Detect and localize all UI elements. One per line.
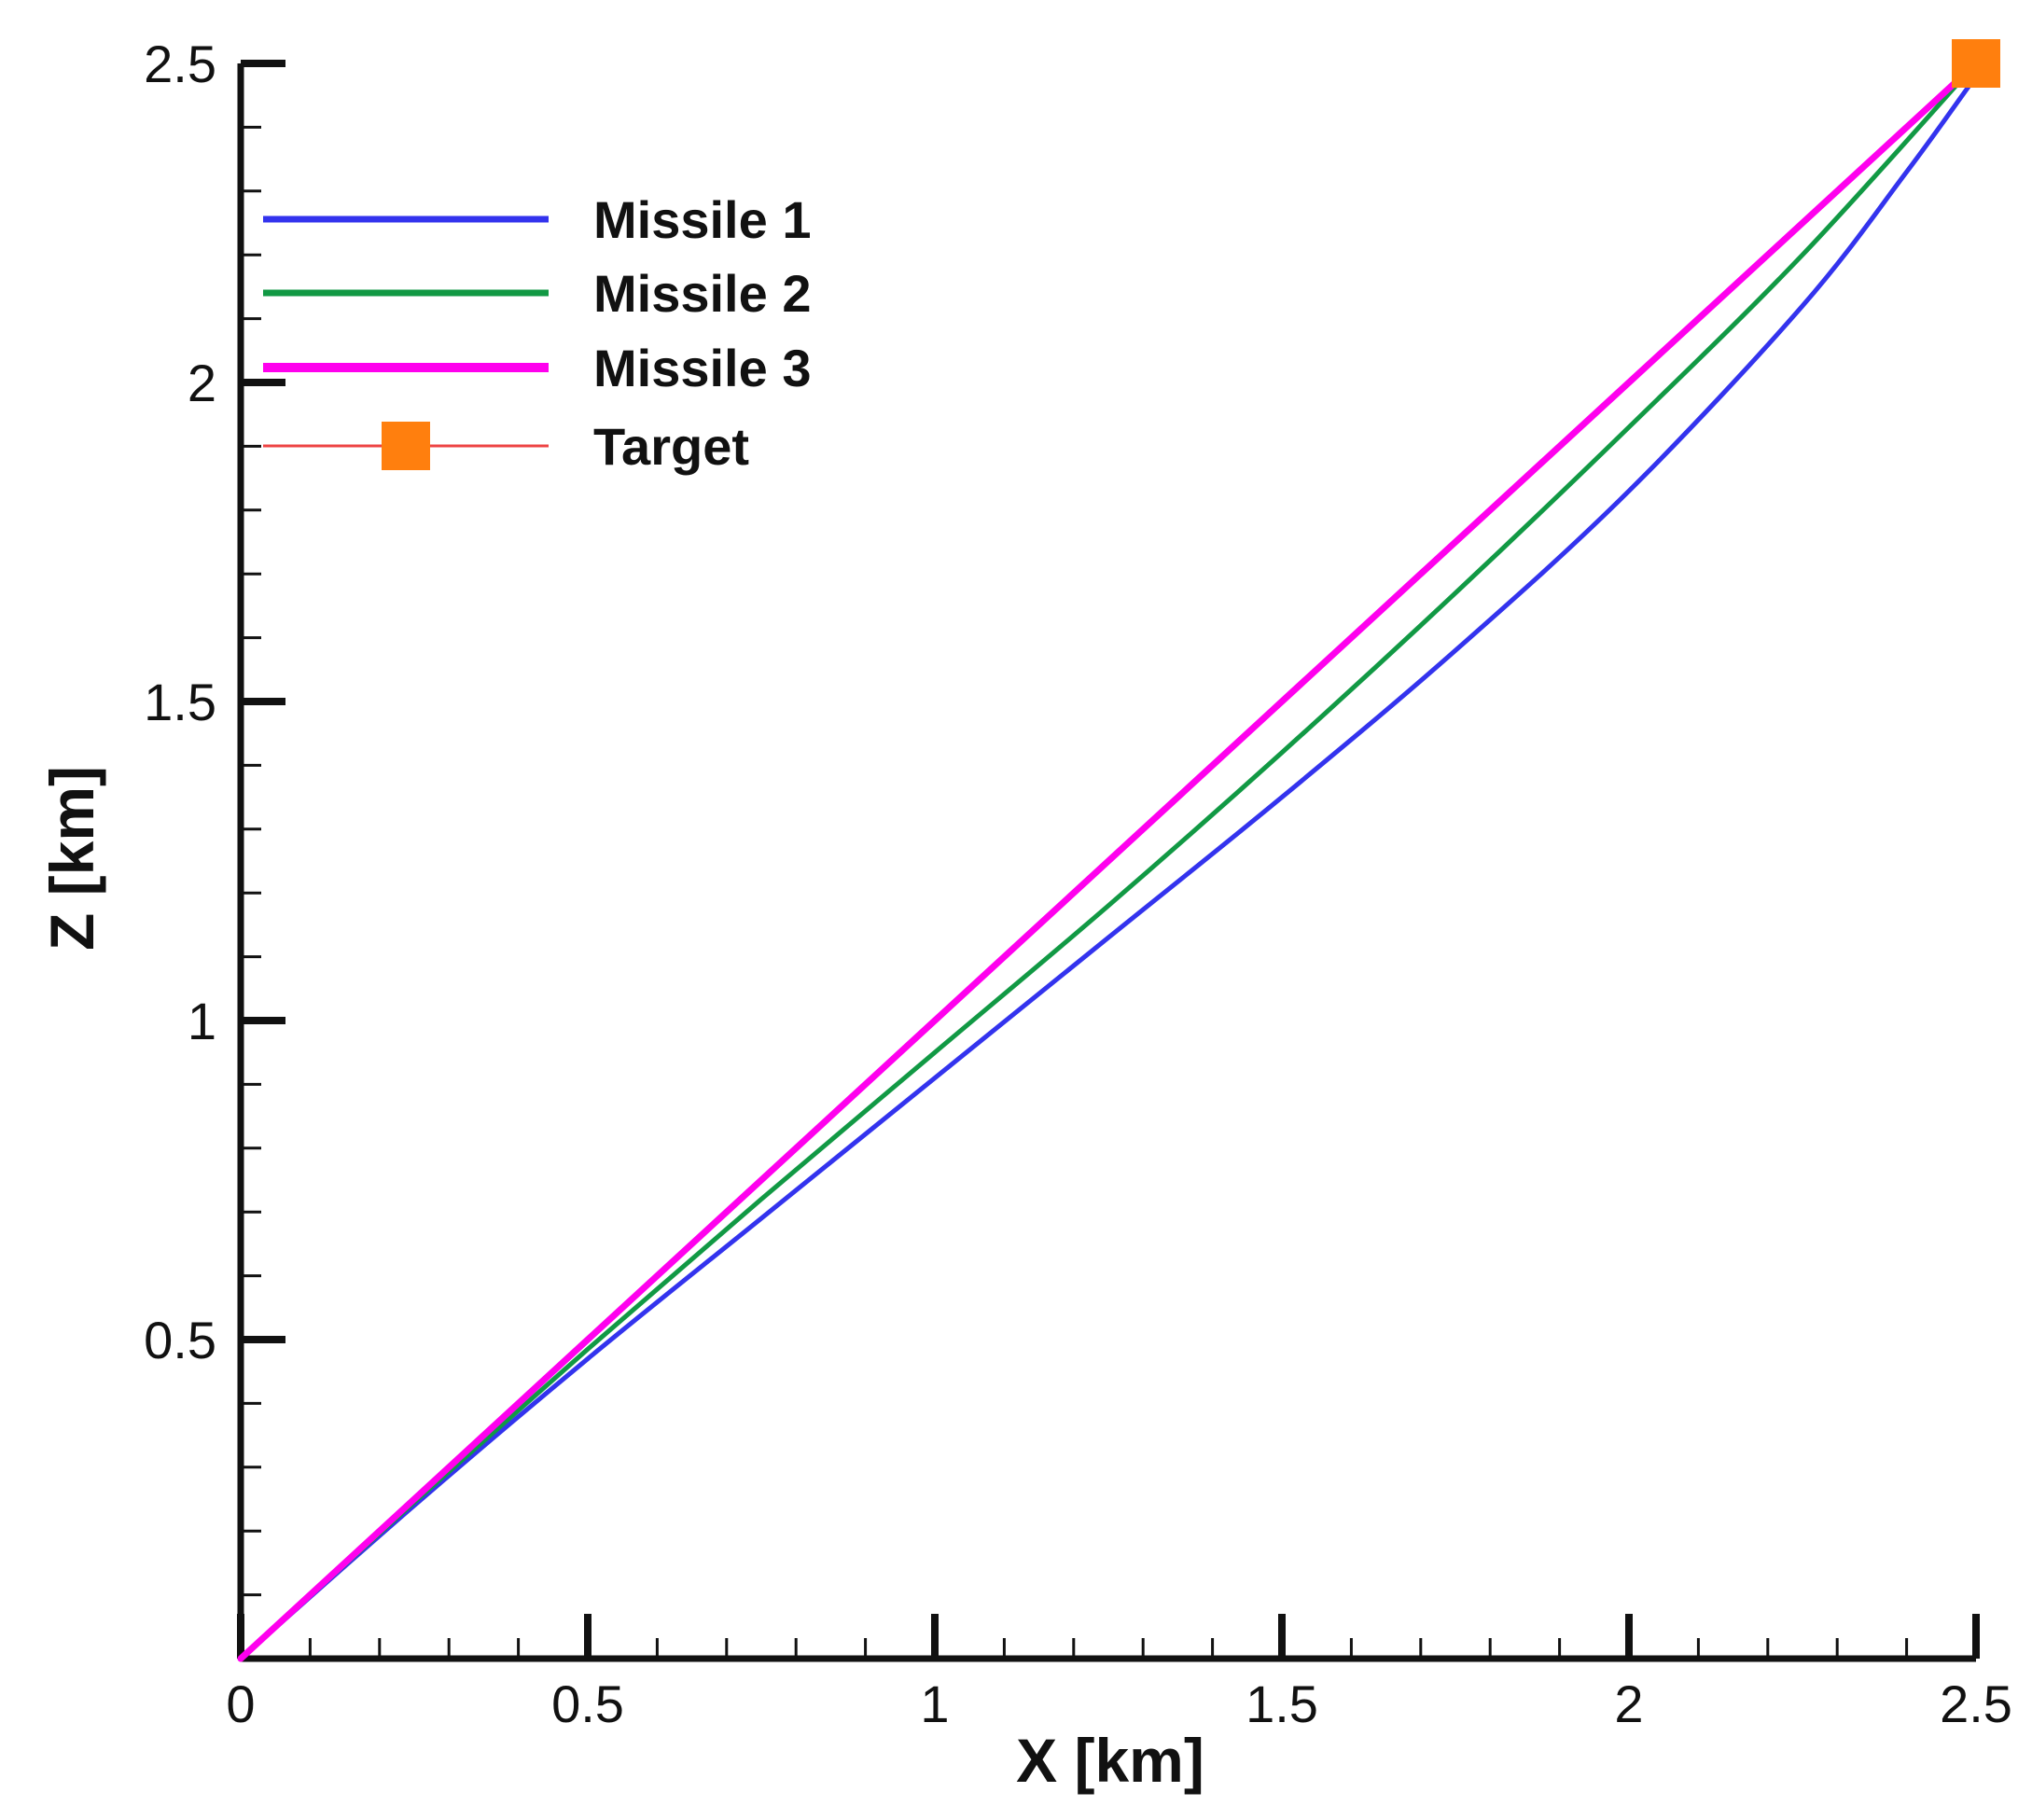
legend-label: Target [593, 417, 749, 476]
y-axis-label: Z [km] [37, 766, 106, 951]
x-axis-label: X [km] [1016, 1726, 1204, 1795]
y-tick-label: 1 [188, 992, 216, 1050]
series-line-1 [238, 74, 1979, 1661]
legend-label: Missile 3 [593, 339, 811, 397]
y-tick-label: 2.5 [144, 35, 216, 93]
x-tick-label: 1.5 [1246, 1674, 1318, 1733]
plot-area [237, 39, 2000, 1662]
legend: Missile 1 Missile 2 Missile 3 Target [263, 190, 811, 476]
axes: 0 0.5 1 1.5 2 2.5 0.5 1 1.5 2 2.5 [144, 35, 2012, 1733]
x-tick-label: 2 [1614, 1674, 1643, 1733]
legend-label: Missile 2 [593, 264, 811, 323]
y-tick-label: 1.5 [144, 673, 216, 731]
legend-label: Missile 1 [593, 190, 811, 249]
x-tick-label: 0.5 [551, 1674, 624, 1733]
x-tick-label: 0 [226, 1674, 255, 1733]
y-tick-label: 2 [188, 354, 216, 412]
y-tick-label: 0.5 [144, 1311, 216, 1369]
x-tick-label: 2.5 [1940, 1674, 2012, 1733]
series-line-3 [237, 60, 1980, 1662]
legend-marker-target [382, 422, 430, 470]
target-marker [1952, 39, 2000, 88]
x-tick-label: 1 [920, 1674, 949, 1733]
series-line-2 [238, 61, 1979, 1661]
